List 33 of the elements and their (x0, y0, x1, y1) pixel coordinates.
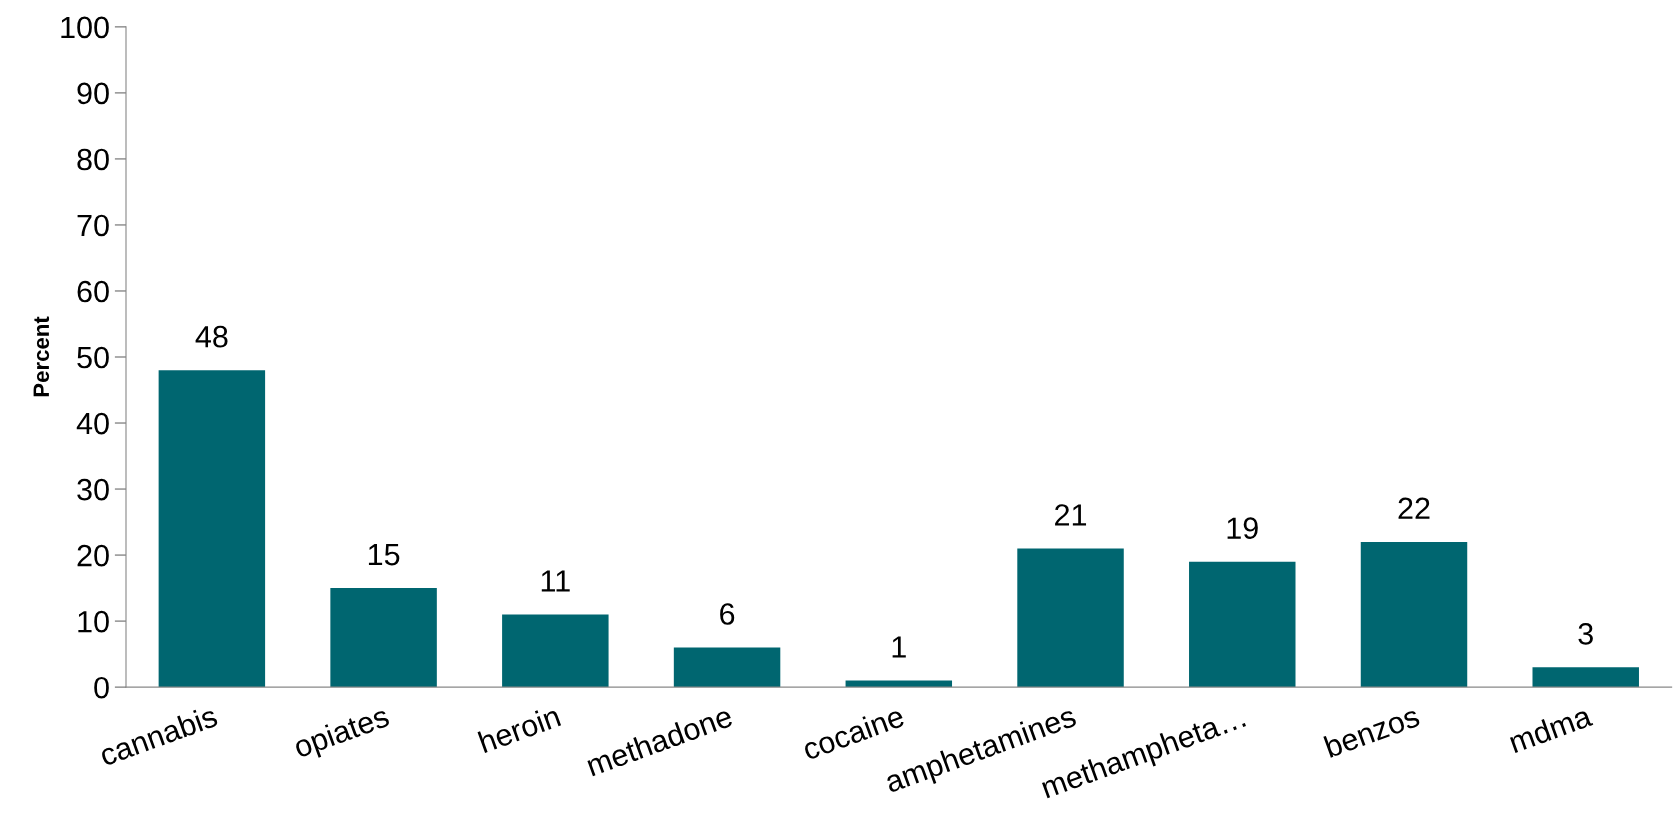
y-tick-label: 70 (77, 214, 109, 237)
bar (1017, 548, 1124, 688)
bar (1360, 541, 1468, 688)
x-tick-label: mdma (1507, 703, 1594, 754)
y-axis-title: Percent (33, 316, 50, 397)
x-tick-label: opiates (292, 704, 393, 764)
y-tick-label: 80 (77, 148, 109, 171)
bar (158, 370, 266, 688)
y-tick-label: 100 (61, 16, 109, 39)
data-label: 15 (368, 544, 400, 566)
x-tick-label: heroin (477, 704, 562, 754)
y-tick-label: 20 (77, 544, 109, 567)
data-label: 48 (195, 325, 228, 348)
data-label: 22 (1398, 497, 1430, 519)
data-label: 21 (1055, 504, 1087, 526)
y-tick-label: 30 (77, 478, 109, 501)
bar (330, 588, 437, 688)
y-tick-label: 50 (77, 346, 109, 369)
data-label: 6 (720, 603, 735, 625)
y-tick-label: 10 (78, 610, 109, 633)
bar (1189, 561, 1296, 688)
x-tick-label: benzos (1323, 704, 1421, 758)
bar (1532, 667, 1639, 688)
y-tick-label: 40 (76, 412, 109, 435)
y-tick-label: 60 (77, 280, 109, 303)
bar (502, 614, 609, 688)
data-label: 19 (1227, 517, 1258, 539)
bar (673, 647, 781, 688)
data-label: 11 (541, 570, 570, 592)
y-tick-label: 0 (94, 676, 109, 699)
data-label: 3 (1578, 622, 1593, 645)
y-tick-label: 90 (77, 82, 109, 105)
data-label: 1 (892, 636, 906, 658)
